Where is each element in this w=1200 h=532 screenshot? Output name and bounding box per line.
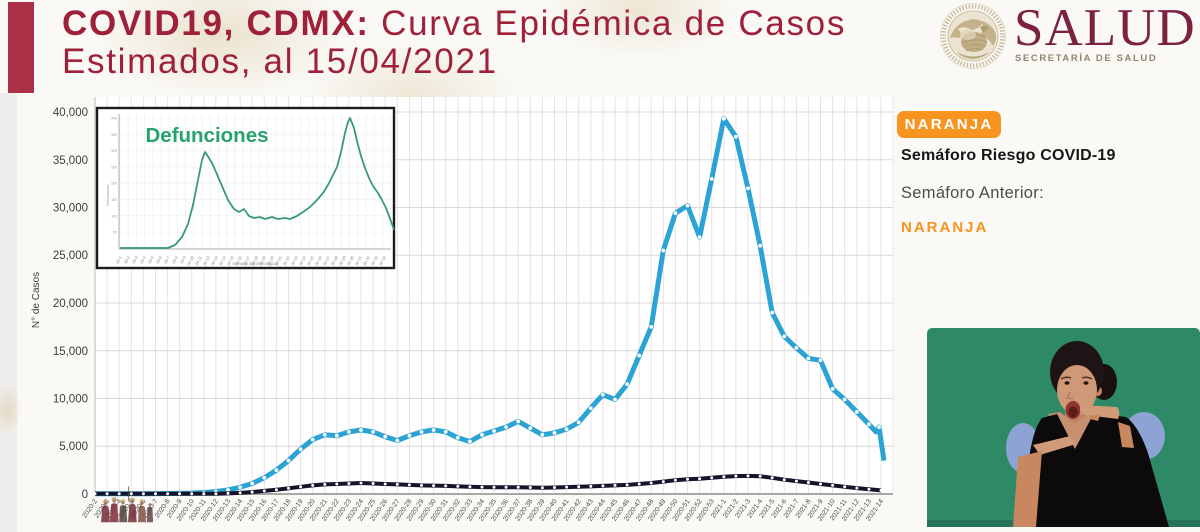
svg-text:20-6: 20-6 [155, 254, 164, 264]
svg-text:20-14: 20-14 [218, 254, 228, 266]
svg-text:20-31: 20-31 [354, 254, 364, 266]
svg-text:20-15: 20-15 [226, 254, 236, 266]
svg-text:25,000: 25,000 [53, 250, 88, 262]
svg-text:35,000: 35,000 [53, 155, 88, 167]
svg-text:300: 300 [111, 149, 117, 153]
svg-text:20-3: 20-3 [131, 254, 140, 264]
svg-text:20-20: 20-20 [266, 254, 276, 266]
svg-text:20-23: 20-23 [290, 254, 300, 266]
svg-text:20-10: 20-10 [186, 254, 196, 266]
svg-text:400: 400 [111, 117, 117, 121]
svg-text:20-33: 20-33 [370, 254, 380, 266]
svg-text:N° de Casos: N° de Casos [31, 272, 42, 328]
svg-text:20-22: 20-22 [282, 254, 292, 266]
svg-text:20-28: 20-28 [330, 254, 340, 266]
svg-text:20-25: 20-25 [306, 254, 316, 266]
svg-text:250: 250 [111, 165, 117, 169]
svg-text:50: 50 [113, 231, 117, 235]
svg-text:20-4: 20-4 [139, 254, 148, 264]
svg-text:20-11: 20-11 [194, 254, 203, 266]
svg-text:20-16: 20-16 [234, 254, 244, 266]
svg-text:350: 350 [111, 133, 117, 137]
svg-text:20-19: 20-19 [258, 254, 268, 266]
svg-text:20-18: 20-18 [250, 254, 260, 266]
svg-text:20-21: 20-21 [274, 254, 284, 266]
svg-text:20-27: 20-27 [322, 254, 332, 266]
svg-text:20-5: 20-5 [147, 254, 156, 264]
svg-text:20-1: 20-1 [115, 254, 124, 264]
svg-text:Defunciones: Defunciones [106, 184, 110, 205]
svg-text:20-17: 20-17 [242, 254, 252, 266]
svg-text:20-26: 20-26 [314, 254, 324, 266]
svg-text:20-24: 20-24 [298, 254, 308, 266]
svg-text:Semana Epidemiologica: Semana Epidemiologica [232, 261, 278, 266]
svg-text:10,000: 10,000 [53, 394, 88, 406]
svg-text:20-9: 20-9 [179, 254, 188, 264]
svg-text:20-13: 20-13 [210, 254, 220, 266]
svg-text:20,000: 20,000 [53, 298, 88, 310]
svg-text:Defunciones: Defunciones [145, 124, 268, 147]
svg-text:20-12: 20-12 [202, 254, 212, 266]
svg-text:100: 100 [111, 214, 117, 218]
svg-text:20-30: 20-30 [346, 254, 356, 266]
svg-text:200: 200 [111, 182, 117, 186]
svg-text:40,000: 40,000 [53, 107, 88, 119]
svg-text:20-32: 20-32 [362, 254, 372, 266]
svg-text:15,000: 15,000 [53, 346, 88, 358]
svg-text:5,000: 5,000 [59, 441, 88, 453]
svg-text:150: 150 [111, 198, 117, 202]
svg-text:20-2: 20-2 [123, 254, 132, 264]
svg-text:20-34: 20-34 [378, 254, 388, 266]
svg-text:20-8: 20-8 [171, 254, 180, 264]
svg-text:20-29: 20-29 [338, 254, 348, 266]
svg-text:0: 0 [82, 489, 88, 501]
svg-text:20-7: 20-7 [163, 254, 172, 264]
svg-text:30,000: 30,000 [53, 203, 88, 215]
